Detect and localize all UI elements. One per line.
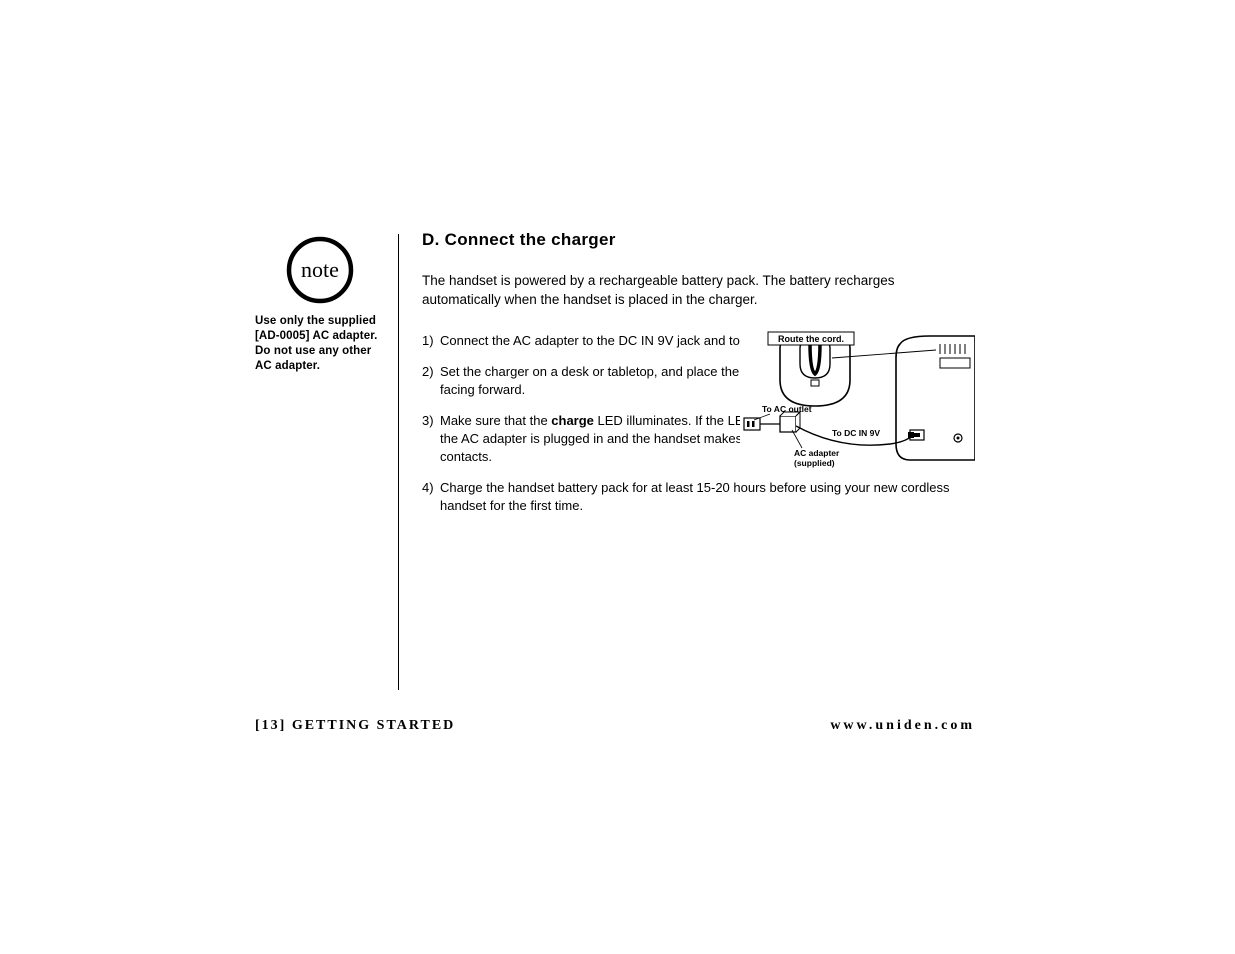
- step-number: 3): [422, 412, 440, 465]
- page-footer: [13] GETTING STARTED www.uniden.com: [255, 718, 975, 734]
- ac-adapter-icon: [780, 412, 800, 432]
- column-divider: [398, 234, 399, 690]
- section-title: D. Connect the charger: [422, 230, 974, 250]
- footer-url: www.uniden.com: [830, 718, 975, 734]
- ac-adapter-label: AC adapter: [794, 448, 840, 458]
- charger-diagram: Route the cord.: [740, 330, 975, 470]
- charger-base-icon: [780, 336, 850, 406]
- manual-page: note Use only the supplied [AD-0005] AC …: [0, 0, 1235, 954]
- step-pre: Make sure that the: [440, 413, 551, 428]
- intro-text: The handset is powered by a rechargeable…: [422, 272, 974, 310]
- page-number-label: [13] GETTING STARTED: [255, 718, 455, 734]
- to-dc-in-9v-label: To DC IN 9V: [832, 428, 880, 438]
- ac-adapter-supplied-label: (supplied): [794, 458, 835, 468]
- step-number: 2): [422, 363, 440, 398]
- step-bold: charge: [551, 413, 594, 428]
- route-cord-label: Route the cord.: [778, 334, 844, 344]
- handset-icon: [896, 336, 975, 460]
- to-ac-outlet-label: To AC outlet: [762, 404, 812, 414]
- step-text: Charge the handset battery pack for at l…: [440, 479, 974, 514]
- note-text: Use only the supplied [AD-0005] AC adapt…: [255, 314, 385, 374]
- step-number: 4): [422, 479, 440, 514]
- step-number: 1): [422, 332, 440, 350]
- sidebar-note: note Use only the supplied [AD-0005] AC …: [255, 234, 385, 374]
- step-4: 4) Charge the handset battery pack for a…: [422, 479, 974, 514]
- note-icon: note: [284, 234, 356, 306]
- note-icon-label: note: [301, 257, 339, 282]
